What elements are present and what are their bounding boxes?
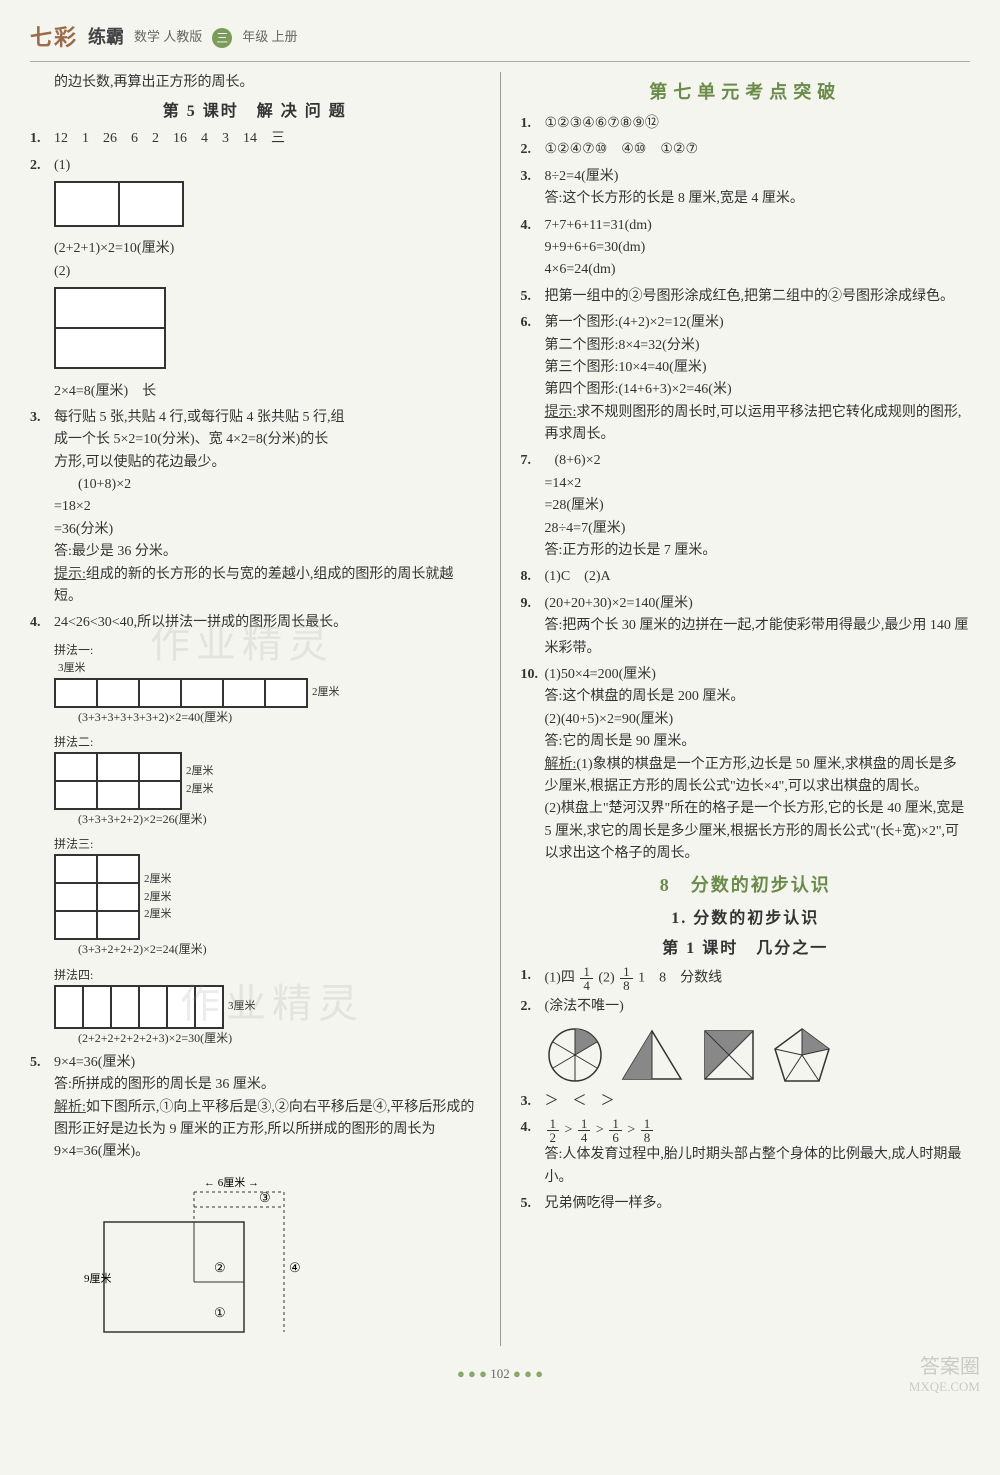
svg-text:③: ③ [259, 1190, 271, 1205]
q1-answer: 12 1 26 6 2 16 4 3 14 三 [54, 131, 285, 146]
page-number: 102 [490, 1366, 510, 1381]
r-q7: 7. (8+6)×2 =14×2 =28(厘米) 28÷4=7(厘米) 答:正方… [521, 450, 971, 562]
q5: 5. 9×4=36(厘米) 答:所拼成的图形的周长是 36 厘米。 解析:如下图… [30, 1052, 480, 1342]
p4: 拼法四: 3厘米 (2+2+2+2+2+2+3)×2=30(厘米) [54, 966, 480, 1048]
page-footer: ● ● ● 102 ● ● ● [30, 1364, 970, 1385]
r-q5: 5.把第一组中的②号图形涂成红色,把第二组中的②号图形涂成绿色。 [521, 286, 971, 308]
p1-label: 拼法一: [54, 643, 93, 657]
right-column: 第七单元考点突破 1.①②③④⑥⑦⑧⑨⑫ 2.①②④⑦⑩ ④⑩ ①②⑦ 3. 8… [521, 72, 971, 1346]
r-q2: 2.①②④⑦⑩ ④⑩ ①②⑦ [521, 139, 971, 161]
q5-head: 9×4=36(厘米) [54, 1055, 135, 1070]
p2: 拼法二: 2厘米 2厘米 [54, 733, 480, 829]
p1-diagram [54, 678, 308, 708]
r-q3: 3. 8÷2=4(厘米) 答:这个长方形的长是 8 厘米,宽是 4 厘米。 [521, 166, 971, 211]
q2-2-label: (2) [54, 261, 480, 283]
q2-1-diagram [54, 181, 184, 227]
q3-l3: 方形,可以使贴的花边最少。 [54, 452, 480, 474]
hint-label: 提示: [54, 567, 86, 582]
circle-shape [545, 1025, 605, 1085]
u8-q2: 2.(涂法不唯一) [521, 996, 971, 1018]
page-header: 七彩 练霸 数学 人教版 三 年级 上册 [30, 20, 970, 62]
q3-l2: 成一个长 5×2=10(分米)、宽 4×2=8(分米)的长 [54, 429, 480, 451]
unit8-title: 8 分数的初步认识 [521, 871, 971, 900]
exp-label: 解析: [54, 1100, 86, 1115]
logo-suffix: 练霸 [88, 23, 124, 52]
hint-text: 组成的新的长方形的长与宽的差越小,组成的图形的周长就越短。 [54, 567, 453, 604]
q5-ans: 答:所拼成的图形的周长是 36 厘米。 [54, 1074, 480, 1096]
r-q10: 10. (1)50×4=200(厘米) 答:这个棋盘的周长是 200 厘米。 (… [521, 664, 971, 866]
q2: 2. (1) (2+2+1)×2=10(厘米) (2) 2×4=8(厘米) 长 [30, 155, 480, 403]
p1-calc: (3+3+3+3+3+3+2)×2=40(厘米) [54, 708, 480, 727]
p4-diagram [54, 985, 224, 1029]
r-q9: 9. (20+20+30)×2=140(厘米) 答:把两个长 30 厘米的边拼在… [521, 593, 971, 660]
lesson1-title: 第 1 课时 几分之一 [521, 936, 971, 962]
p2-diagram [54, 752, 182, 810]
exp-text: 如下图所示,①向上平移后是③,②向右平移后是④,平移后形成的图形正好是边长为 9… [54, 1100, 474, 1160]
q1: 1. 12 1 26 6 2 16 4 3 14 三 [30, 128, 480, 150]
p1: 拼法一: 3厘米 2厘米 [54, 641, 480, 727]
q-num: 2. [30, 155, 41, 177]
q4: 4. 24<26<30<40,所以拼法一拼成的图形周长最长。 拼法一: 3厘米 [30, 612, 480, 1047]
r-q4: 4. 7+7+6+11=31(dm) 9+9+6+6=30(dm) 4×6=24… [521, 215, 971, 282]
q2-1-label: (1) [54, 158, 70, 173]
unit7-title: 第七单元考点突破 [521, 78, 971, 107]
u8-q1: 1. (1)四 14 (2) 18 1 8 分数线 [521, 965, 971, 992]
q3-c3: =36(分米) [54, 519, 480, 541]
square-shape [699, 1025, 759, 1085]
svg-text:②: ② [214, 1260, 226, 1275]
triangle-shape [617, 1025, 687, 1085]
q5-exp: 解析:如下图所示,①向上平移后是③,②向右平移后是④,平移后形成的图形正好是边长… [54, 1097, 480, 1164]
q3: 3. 每行贴 5 张,共贴 4 行,或每行贴 4 张共贴 5 行,组 成一个长 … [30, 407, 480, 609]
q2-1-calc: (2+2+1)×2=10(厘米) [54, 238, 480, 260]
q2-2-diagram [54, 287, 166, 369]
q-num: 5. [30, 1052, 41, 1074]
svg-text:9厘米: 9厘米 [84, 1272, 112, 1285]
main-columns: 的边长数,再算出正方形的周长。 第 5 课时 解 决 问 题 1. 12 1 2… [30, 72, 970, 1346]
q3-ans: 答:最少是 36 分米。 [54, 541, 480, 563]
q4-head: 24<26<30<40,所以拼法一拼成的图形周长最长。 [54, 615, 347, 630]
u8-q5: 5.兄弟俩吃得一样多。 [521, 1193, 971, 1215]
r-q6: 6. 第一个图形:(4+2)×2=12(厘米) 第二个图形:8×4=32(分米)… [521, 312, 971, 446]
q3-c1: (10+8)×2 [54, 474, 480, 496]
subject: 数学 人教版 [134, 27, 202, 48]
p2-calc: (3+3+3+2+2)×2=26(厘米) [54, 810, 480, 829]
pentagon-shape [771, 1025, 833, 1085]
p4-calc: (2+2+2+2+2+2+3)×2=30(厘米) [54, 1029, 480, 1048]
logo: 七彩 [30, 20, 78, 55]
svg-text:← 6厘米 →: ← 6厘米 → [204, 1176, 259, 1189]
p3-diagram [54, 854, 140, 940]
p3-label: 拼法三: [54, 837, 93, 851]
u8-q4: 4. 12 > 14 > 16 > 18 答:人体发育过程中,胎儿时期头部占整个… [521, 1117, 971, 1189]
intro-text: 的边长数,再算出正方形的周长。 [30, 72, 480, 94]
svg-text:①: ① [214, 1305, 226, 1320]
u8-q3: 3.＞ ＜ ＞ [521, 1091, 971, 1113]
left-column: 的边长数,再算出正方形的周长。 第 5 课时 解 决 问 题 1. 12 1 2… [30, 72, 480, 1346]
svg-text:④: ④ [289, 1260, 301, 1275]
q5-diagram: ← 6厘米 → 9厘米 ① ② ③ ④ [84, 1172, 304, 1342]
r-q1: 1.①②③④⑥⑦⑧⑨⑫ [521, 113, 971, 135]
sec1-title: 1. 分数的初步认识 [521, 906, 971, 932]
q3-c2: =18×2 [54, 496, 480, 518]
column-divider [500, 72, 501, 1346]
q-num: 3. [30, 407, 41, 429]
shape-row [545, 1025, 971, 1085]
q-num: 4. [30, 612, 41, 634]
grade-suffix: 年级 上册 [242, 27, 297, 48]
q-num: 1. [30, 128, 41, 150]
r-q8: 8.(1)C (2)A [521, 566, 971, 588]
q3-l1: 每行贴 5 张,共贴 4 行,或每行贴 4 张共贴 5 行,组 [54, 410, 345, 425]
q3-hint: 提示:组成的新的长方形的长与宽的差越小,组成的图形的周长就越短。 [54, 564, 480, 609]
p2-label: 拼法二: [54, 735, 93, 749]
grade-badge: 三 [212, 28, 232, 48]
corner-watermark: 答案圈 MXQE.COM [909, 1355, 980, 1395]
p3: 拼法三: 2厘米 2厘米 2厘米 (3+3+2+2+2)×2=24(厘米) [54, 835, 480, 959]
q2-2-calc: 2×4=8(厘米) 长 [54, 381, 480, 403]
lesson-title: 第 5 课时 解 决 问 题 [30, 99, 480, 125]
p3-calc: (3+3+2+2+2)×2=24(厘米) [54, 940, 480, 959]
p4-label: 拼法四: [54, 968, 93, 982]
